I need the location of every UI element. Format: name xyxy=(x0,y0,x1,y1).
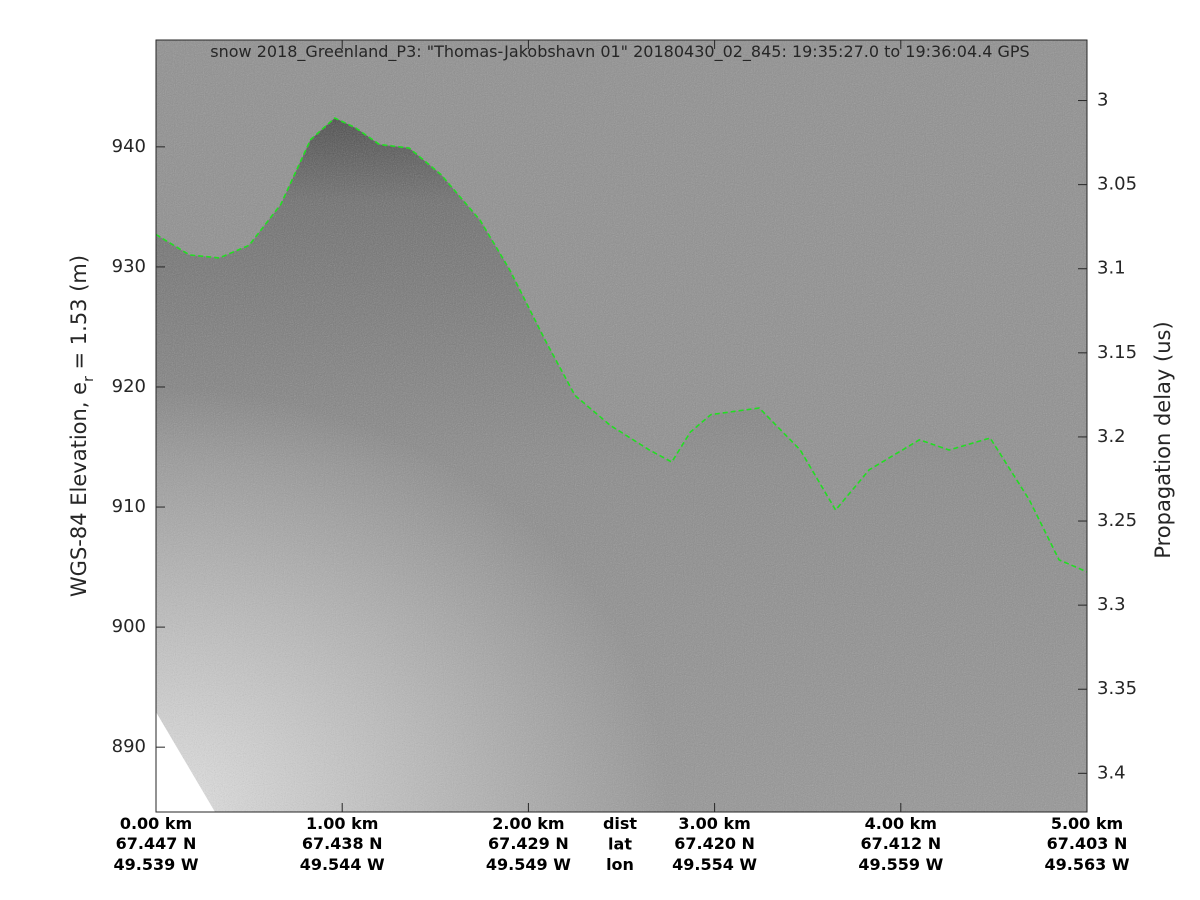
lat-label: 67.447 N xyxy=(116,834,197,853)
y-tick-label: 930 xyxy=(112,256,146,277)
y2-tick-label: 3.3 xyxy=(1097,594,1126,615)
plot-frame xyxy=(155,39,1088,813)
row-label: dist xyxy=(603,814,637,833)
x-tick-label: 4.00 km xyxy=(865,814,937,833)
y-axis-label: WGS-84 Elevation, er = 1.53 (m) xyxy=(67,255,97,597)
y-tick-label: 890 xyxy=(112,736,146,757)
x-tick-label: 0.00 km xyxy=(120,814,192,833)
y2-tick-label: 3.1 xyxy=(1097,258,1126,279)
lat-label: 67.420 N xyxy=(674,834,755,853)
lon-label: 49.554 W xyxy=(672,855,757,874)
surface-line xyxy=(156,117,1087,573)
lat-label: 67.403 N xyxy=(1047,834,1128,853)
row-label: lat xyxy=(608,835,632,854)
blank-corner xyxy=(156,712,215,812)
x-tick-label: 1.00 km xyxy=(306,814,378,833)
lon-label: 49.559 W xyxy=(858,855,943,874)
y2-tick-label: 3 xyxy=(1097,90,1108,111)
y2-axis-label: Propagation delay (us) xyxy=(1151,321,1175,558)
y2-tick-label: 3.05 xyxy=(1097,174,1137,195)
plot-area xyxy=(156,40,1087,812)
y-tick-label: 940 xyxy=(112,136,146,157)
y-label-subscript: r xyxy=(81,376,97,382)
lon-label: 49.563 W xyxy=(1045,855,1130,874)
y2-tick-label: 3.25 xyxy=(1097,510,1137,531)
y2-tick-label: 3.15 xyxy=(1097,342,1137,363)
y2-tick-label: 3.35 xyxy=(1097,678,1137,699)
x-tick-label: 3.00 km xyxy=(678,814,750,833)
lon-label: 49.549 W xyxy=(486,855,571,874)
y-tick-label: 910 xyxy=(112,496,146,517)
lon-label: 49.539 W xyxy=(114,855,199,874)
x-tick-label: 2.00 km xyxy=(492,814,564,833)
x-tick-label: 5.00 km xyxy=(1051,814,1123,833)
lat-label: 67.438 N xyxy=(302,834,383,853)
row-label: lon xyxy=(606,855,634,874)
noise xyxy=(156,40,1087,812)
y2-tick-label: 3.4 xyxy=(1097,762,1126,783)
y2-tick-label: 3.2 xyxy=(1097,426,1126,447)
lon-label: 49.544 W xyxy=(300,855,385,874)
lat-label: 67.429 N xyxy=(488,834,569,853)
y-tick-label: 920 xyxy=(112,376,146,397)
y-label-part: = 1.53 (m) xyxy=(67,255,91,376)
y-tick-label: 900 xyxy=(112,616,146,637)
lat-label: 67.412 N xyxy=(860,834,941,853)
chart-title: snow 2018_Greenland_P3: "Thomas-Jakobsha… xyxy=(210,42,1029,62)
y-label-part: WGS-84 Elevation, e xyxy=(67,382,91,597)
